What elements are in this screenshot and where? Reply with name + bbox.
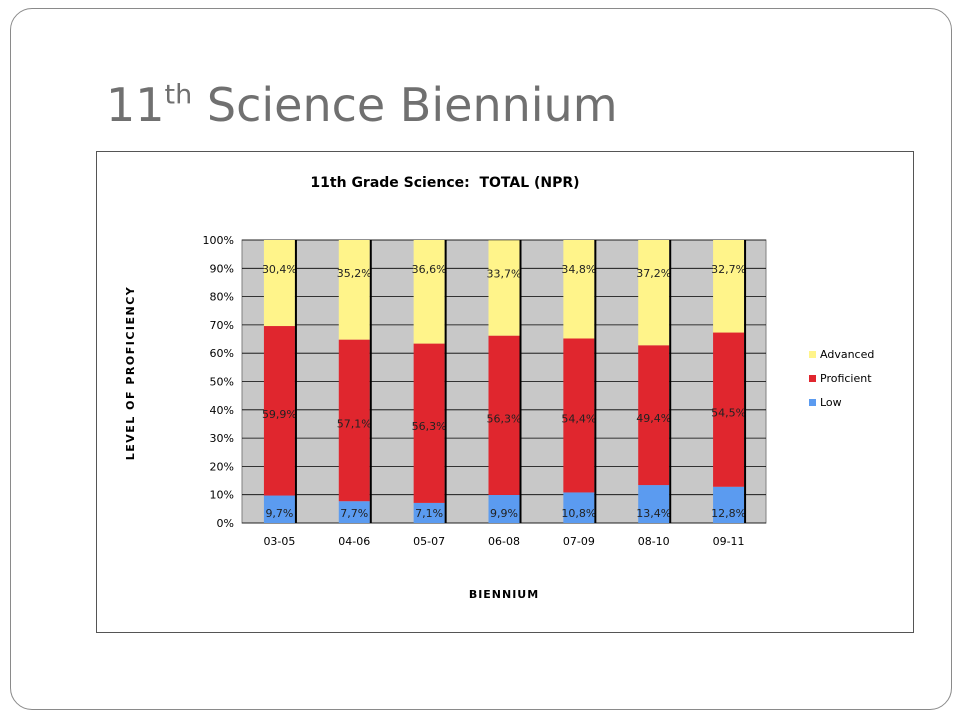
y-tick-label: 10% — [210, 489, 234, 502]
slide-title-number: 11 — [106, 78, 165, 132]
data-label: 12,8% — [711, 507, 746, 520]
data-label: 9,7% — [265, 507, 293, 520]
x-tick-label: 08-10 — [638, 535, 670, 548]
data-label: 30,4% — [262, 263, 297, 276]
bar-segment-proficient — [263, 326, 295, 496]
data-label: 59,9% — [262, 408, 297, 421]
legend-label-advanced: Advanced — [820, 348, 874, 361]
y-tick-label: 0% — [217, 517, 234, 530]
slide-title-superscript: th — [164, 79, 193, 111]
bar-segment-low — [638, 485, 670, 523]
data-label: 56,3% — [412, 420, 447, 433]
legend-swatch-advanced — [809, 351, 816, 358]
legend-swatch-low — [809, 399, 816, 406]
y-axis-title: LEVEL OF PROFICIENCY — [124, 286, 137, 461]
legend-swatch-proficient — [809, 375, 816, 382]
chart-title: 11th Grade Science: TOTAL (NPR) — [310, 175, 579, 191]
y-tick-label: 30% — [210, 432, 234, 445]
y-tick-label: 70% — [210, 319, 234, 332]
y-tick-label: 20% — [210, 460, 234, 473]
y-tick-label: 50% — [210, 376, 234, 389]
data-label: 7,7% — [340, 507, 368, 520]
bar-segment-low — [713, 486, 745, 523]
bar-segment-low — [263, 495, 295, 523]
legend-label-proficient: Proficient — [820, 372, 872, 385]
bar-segment-advanced — [638, 240, 670, 346]
data-label: 35,2% — [337, 267, 372, 280]
slide-title: 11th Science Biennium — [106, 78, 618, 132]
bar-segment-advanced — [713, 240, 745, 333]
bar-segment-low — [338, 501, 370, 523]
y-tick-label: 100% — [203, 234, 234, 247]
bar-segment-advanced — [413, 240, 445, 344]
stacked-bar-chart: 11th Grade Science: TOTAL (NPR) 0% 10% 20% 3… — [124, 175, 874, 601]
bar-segment-advanced — [563, 240, 595, 339]
y-tick-label: 80% — [210, 291, 234, 304]
data-label: 54,4% — [561, 412, 596, 425]
data-label: 13,4% — [636, 507, 671, 520]
data-label: 33,7% — [487, 267, 522, 280]
bar-segment-low — [413, 502, 445, 523]
bar-segment-proficient — [563, 338, 595, 493]
data-label: 54,5% — [711, 407, 746, 420]
y-tick-label: 40% — [210, 404, 234, 417]
y-tick-label: 90% — [210, 262, 234, 275]
bar-segment-proficient — [488, 335, 520, 495]
x-tick-label: 03-05 — [263, 535, 295, 548]
data-label: 37,2% — [636, 267, 671, 280]
slide-title-text: Science Biennium — [192, 78, 618, 132]
data-label: 32,7% — [711, 263, 746, 276]
x-tick-label: 09-11 — [713, 535, 745, 548]
data-label: 9,9% — [490, 507, 518, 520]
x-tick-label: 06-08 — [488, 535, 520, 548]
bar-segment-proficient — [713, 332, 745, 487]
bar-segment-advanced — [338, 240, 370, 340]
data-label: 10,8% — [561, 507, 596, 520]
data-label: 34,8% — [561, 263, 596, 276]
data-label: 57,1% — [337, 417, 372, 430]
bar-segment-advanced — [263, 240, 295, 327]
chart-frame: 11th Grade Science: TOTAL (NPR) 0% 10% 20% 3… — [96, 151, 914, 633]
bar-segment-low — [488, 494, 520, 523]
bar-segment-proficient — [413, 343, 445, 503]
x-tick-label: 04-06 — [338, 535, 370, 548]
x-tick-label: 05-07 — [413, 535, 445, 548]
x-axis-title: BIENNIUM — [469, 588, 539, 601]
legend-label-low: Low — [820, 396, 842, 409]
data-label: 56,3% — [487, 412, 522, 425]
y-tick-label: 60% — [210, 347, 234, 360]
data-label: 49,4% — [636, 412, 671, 425]
bar-segment-low — [563, 492, 595, 523]
bar-segment-proficient — [638, 345, 670, 486]
bar-segment-advanced — [488, 240, 520, 336]
x-tick-label: 07-09 — [563, 535, 595, 548]
data-label: 7,1% — [415, 507, 443, 520]
bar-segment-proficient — [338, 339, 370, 502]
data-label: 36,6% — [412, 263, 447, 276]
